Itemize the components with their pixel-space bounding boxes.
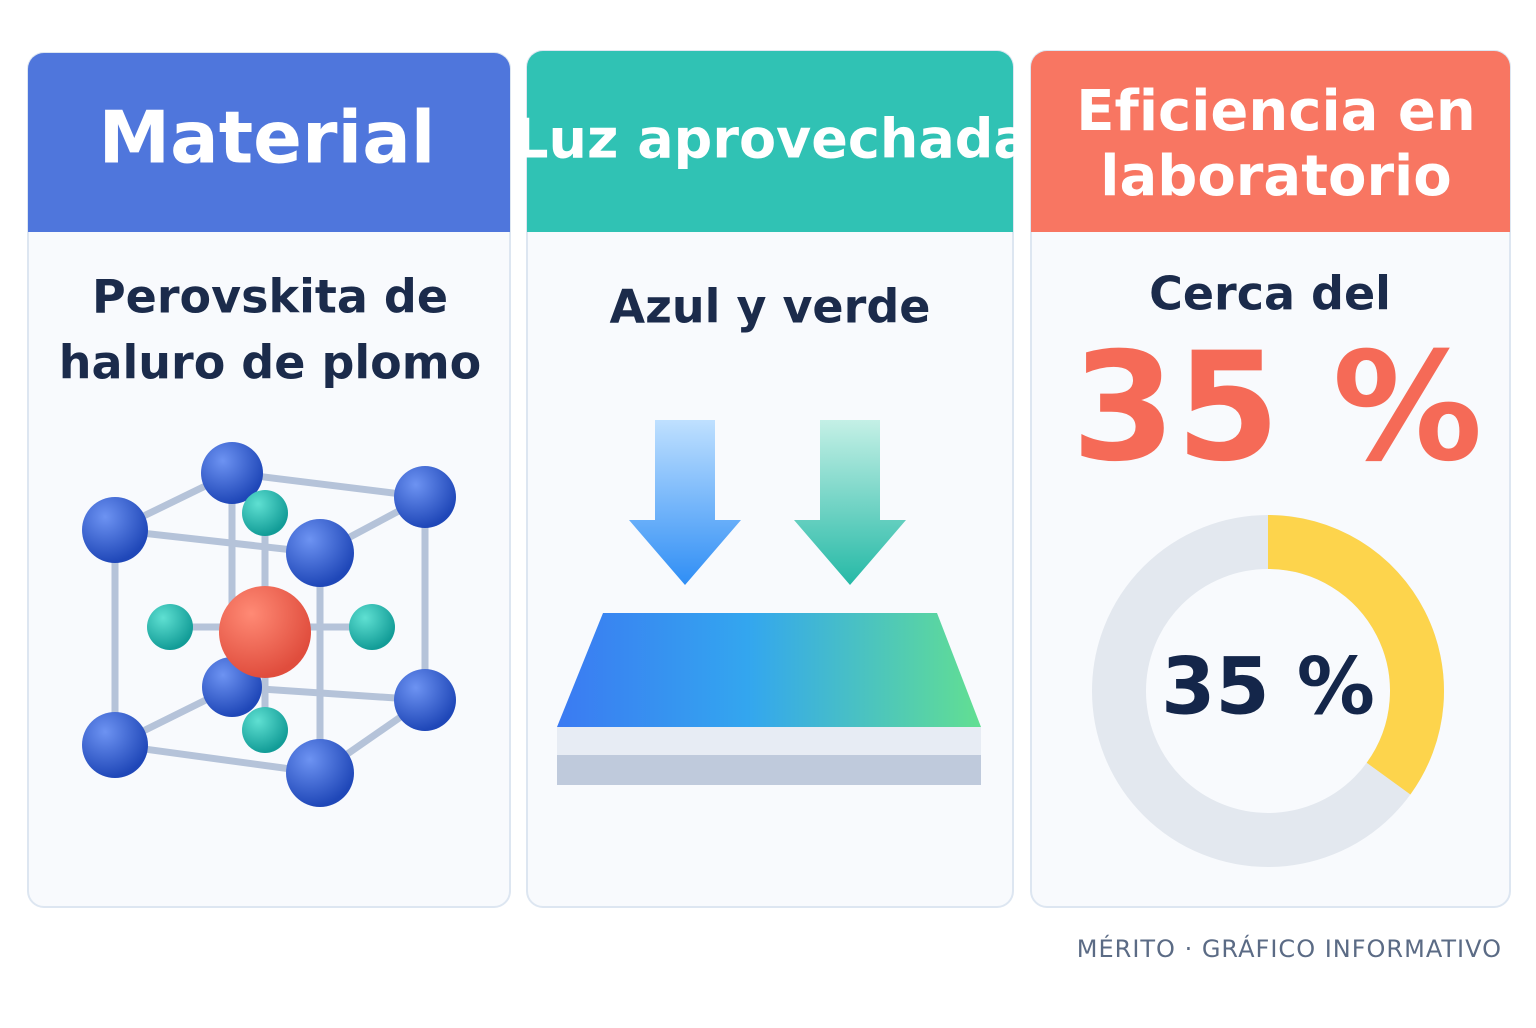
arrow-green bbox=[794, 420, 906, 585]
card-header bbox=[28, 53, 510, 232]
card-header bbox=[527, 51, 1013, 232]
card-title: Luz aprovechada bbox=[514, 108, 1030, 171]
crystal-atoms bbox=[82, 442, 456, 807]
slab-base bbox=[557, 755, 981, 785]
card-text: haluro de plomo bbox=[59, 336, 482, 390]
donut-arc bbox=[1267, 515, 1444, 795]
card-title: Material bbox=[99, 96, 436, 180]
card-text: Perovskita de bbox=[92, 270, 448, 324]
card-light: Luz aprovechada Azul y verde bbox=[514, 50, 1030, 908]
card-header bbox=[1031, 51, 1510, 232]
card-title: laboratorio bbox=[1100, 144, 1451, 209]
card-title: Eficiencia en bbox=[1076, 79, 1476, 144]
slab-layer bbox=[557, 727, 981, 755]
card-efficiency: Eficiencia en laboratorio Cerca del 35 %… bbox=[1030, 50, 1511, 908]
card-text: Azul y verde bbox=[610, 280, 931, 334]
arrow-blue bbox=[629, 420, 741, 585]
big-percent: 35 % bbox=[1071, 321, 1482, 495]
donut-label: 35 % bbox=[1161, 642, 1375, 732]
card-material: Material Perovskita de haluro de plomo bbox=[27, 52, 511, 908]
perovskite-layer bbox=[557, 613, 981, 727]
card-text: Cerca del bbox=[1149, 267, 1391, 321]
footer: MÉRITO · GRÁFICO INFORMATIVO bbox=[1077, 934, 1502, 963]
